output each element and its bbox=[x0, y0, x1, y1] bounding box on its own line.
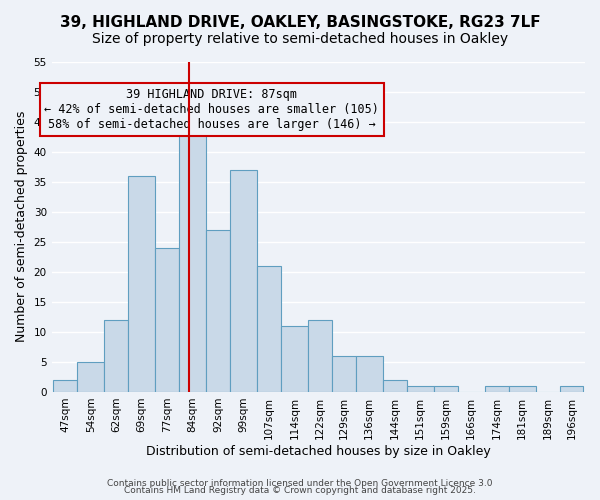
Bar bbox=[128, 176, 155, 392]
Bar bbox=[155, 248, 179, 392]
X-axis label: Distribution of semi-detached houses by size in Oakley: Distribution of semi-detached houses by … bbox=[146, 444, 491, 458]
Bar bbox=[179, 116, 206, 392]
Bar bbox=[383, 380, 407, 392]
Text: Contains public sector information licensed under the Open Government Licence 3.: Contains public sector information licen… bbox=[107, 478, 493, 488]
Bar bbox=[281, 326, 308, 392]
Text: 39, HIGHLAND DRIVE, OAKLEY, BASINGSTOKE, RG23 7LF: 39, HIGHLAND DRIVE, OAKLEY, BASINGSTOKE,… bbox=[59, 15, 541, 30]
Bar bbox=[230, 170, 257, 392]
Bar bbox=[332, 356, 356, 392]
Text: 39 HIGHLAND DRIVE: 87sqm
← 42% of semi-detached houses are smaller (105)
58% of : 39 HIGHLAND DRIVE: 87sqm ← 42% of semi-d… bbox=[44, 88, 379, 131]
Bar bbox=[104, 320, 128, 392]
Bar bbox=[257, 266, 281, 392]
Bar bbox=[509, 386, 536, 392]
Bar bbox=[485, 386, 509, 392]
Text: Contains HM Land Registry data © Crown copyright and database right 2025.: Contains HM Land Registry data © Crown c… bbox=[124, 486, 476, 495]
Bar bbox=[407, 386, 434, 392]
Bar bbox=[356, 356, 383, 392]
Text: Size of property relative to semi-detached houses in Oakley: Size of property relative to semi-detach… bbox=[92, 32, 508, 46]
Bar bbox=[53, 380, 77, 392]
Bar bbox=[560, 386, 583, 392]
Bar bbox=[77, 362, 104, 392]
Bar bbox=[434, 386, 458, 392]
Bar bbox=[206, 230, 230, 392]
Bar bbox=[308, 320, 332, 392]
Y-axis label: Number of semi-detached properties: Number of semi-detached properties bbox=[15, 111, 28, 342]
